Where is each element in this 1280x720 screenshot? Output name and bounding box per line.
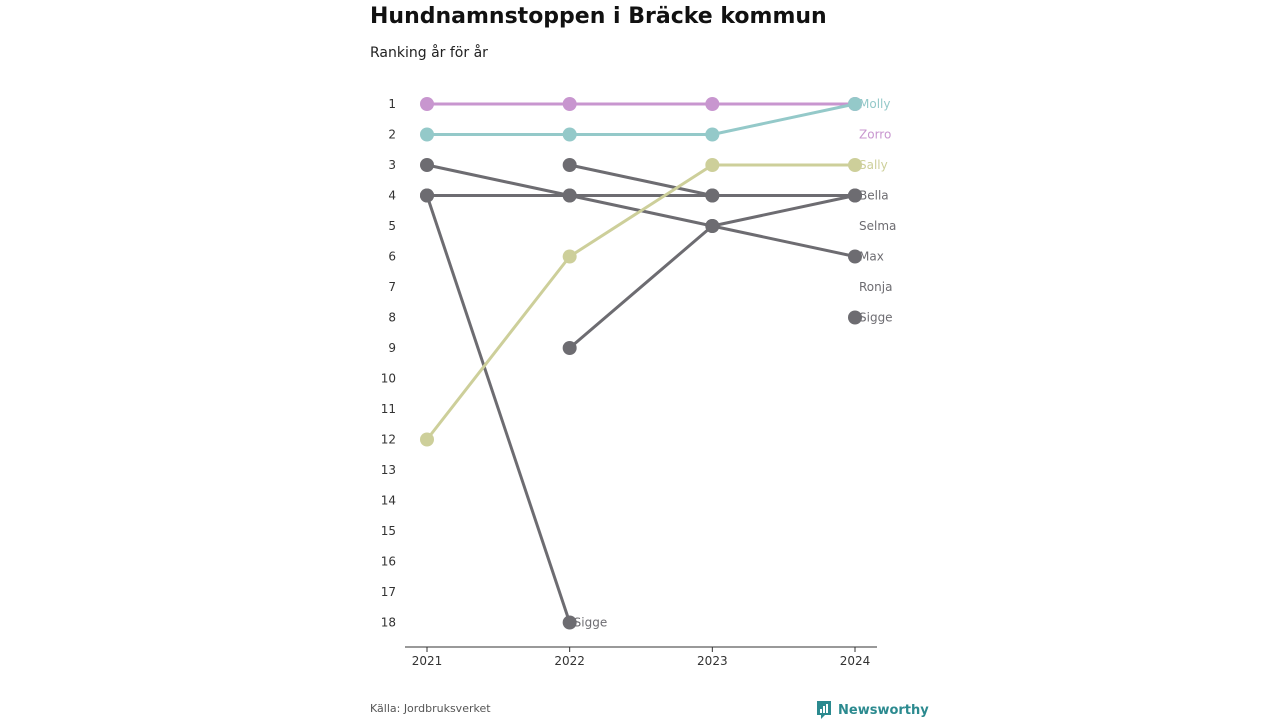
y-tick-label: 9: [388, 341, 396, 355]
series-lines: [425, 102, 856, 623]
series-labels: Molly Zorro Sally Bella Selma Max Ronja Sigge Si…: [574, 97, 897, 630]
series-point: [420, 97, 434, 111]
x-tick-label: 2023: [697, 654, 728, 668]
y-tick-label: 14: [381, 494, 396, 508]
series-line: [427, 102, 856, 136]
brand-name: Newsworthy: [838, 702, 929, 718]
y-tick-label: 4: [388, 189, 396, 203]
y-tick-label: 11: [381, 402, 396, 416]
series-point: [420, 188, 434, 203]
y-tick-label: 12: [381, 433, 396, 447]
chart-title: Hundnamnstoppen i Bräcke kommun: [370, 4, 827, 29]
y-tick-label: 3: [388, 158, 396, 172]
chart-subtitle: Ranking år för år: [370, 45, 488, 61]
series-point: [420, 432, 434, 447]
series-point: [420, 127, 434, 142]
series-point: [562, 188, 577, 203]
x-tick-label: 2024: [840, 654, 871, 668]
series-point: [562, 97, 577, 111]
end-label: Sigge: [859, 311, 893, 325]
y-tick-label: 8: [388, 311, 396, 325]
series-point: [848, 310, 862, 325]
series-point: [562, 158, 577, 172]
end-label: Max: [859, 250, 884, 264]
y-tick-label: 10: [381, 372, 396, 386]
x-tick-label: 2021: [412, 654, 443, 668]
series-point: [562, 249, 577, 264]
end-label: Sally: [859, 158, 888, 172]
y-tick-label: 5: [388, 219, 396, 233]
end-label: Selma: [859, 219, 896, 233]
y-tick-label: 15: [381, 524, 396, 538]
series-line: [568, 194, 856, 350]
end-label: Bella: [859, 189, 889, 203]
series-point: [848, 97, 862, 111]
x-tick-label: 2022: [554, 654, 585, 668]
series-point: [705, 97, 720, 111]
series-point: [562, 127, 577, 142]
series-line: [425, 163, 855, 441]
series-points: [420, 97, 862, 630]
y-tick-label: 17: [381, 585, 396, 599]
series-line: [569, 163, 713, 197]
y-tick-label: 18: [381, 616, 396, 630]
series-point: [562, 341, 577, 355]
y-tick-label: 2: [388, 128, 396, 142]
y-tick-label: 1: [388, 97, 396, 111]
y-tick-label: 6: [388, 250, 396, 264]
series-point: [848, 249, 862, 264]
newsworthy-logo-icon: [817, 701, 831, 719]
series-point: [848, 188, 862, 203]
series-point: [420, 158, 434, 172]
source-note: Källa: Jordbruksverket: [370, 702, 491, 715]
point-label: Sigge: [574, 616, 608, 630]
y-tick-label: 13: [381, 463, 396, 477]
series-point: [848, 158, 862, 172]
series-point: [705, 188, 720, 203]
series-point: [705, 158, 720, 172]
series-line: [425, 195, 572, 623]
end-label: Molly: [859, 97, 890, 111]
end-label: Ronja: [859, 280, 892, 294]
y-tick-label: 16: [381, 555, 396, 569]
end-label: Zorro: [859, 128, 891, 142]
series-point: [705, 127, 720, 142]
series-point: [705, 219, 720, 233]
series-point: [562, 615, 577, 630]
y-tick-label: 7: [388, 280, 396, 294]
brand: Newsworthy: [816, 700, 929, 720]
